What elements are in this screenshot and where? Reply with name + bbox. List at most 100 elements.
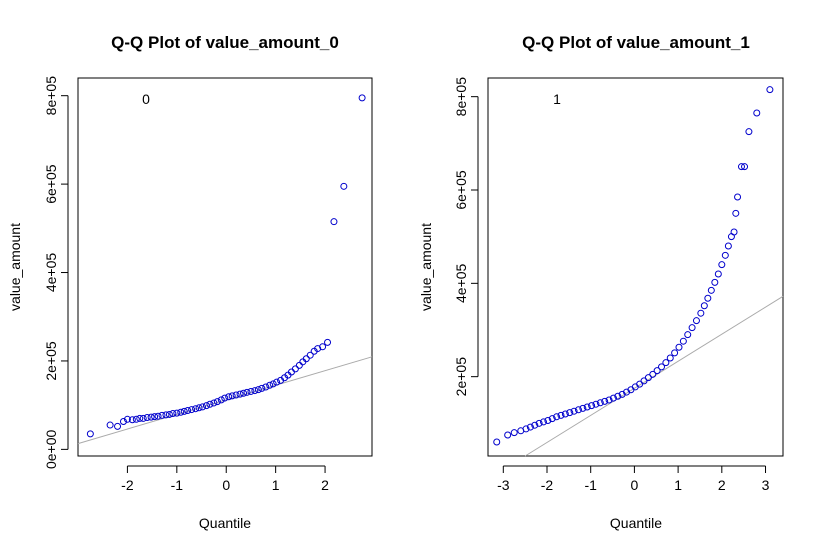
- plot-frame: [77, 77, 373, 457]
- y-axis-label: value_amount: [7, 223, 23, 311]
- qq-point: [666, 354, 674, 362]
- qq-point: [147, 413, 155, 421]
- qq-point: [640, 377, 648, 385]
- qq-point: [649, 370, 657, 378]
- qq-point: [254, 386, 262, 394]
- plot-frame: [487, 77, 784, 457]
- qq-point: [184, 406, 192, 414]
- qq-point: [302, 355, 310, 363]
- qq-point: [199, 403, 207, 411]
- qq-point: [574, 406, 582, 414]
- qq-point: [247, 387, 255, 395]
- y-tick-label: 4e+05: [43, 253, 59, 293]
- qq-point: [692, 317, 700, 325]
- y-axis: 2e+05 4e+05 6e+05 8e+05: [453, 77, 479, 396]
- x-tick-label: -2: [541, 477, 554, 493]
- panel-tag: 0: [142, 91, 150, 107]
- x-tick-label: -2: [121, 477, 134, 493]
- qq-point: [225, 393, 233, 401]
- qq-point: [188, 406, 196, 414]
- qq-point: [330, 218, 338, 226]
- qq-point: [195, 404, 203, 412]
- qq-point: [169, 410, 177, 418]
- y-tick-label: 8e+05: [453, 77, 469, 117]
- qq-point: [679, 337, 687, 345]
- qq-point: [128, 416, 136, 424]
- qq-point: [653, 367, 661, 375]
- qq-point: [154, 412, 162, 420]
- qq-point: [718, 261, 726, 269]
- y-axis: 0e+00 2e+05 4e+05 6e+05 8e+05: [43, 76, 69, 469]
- qq-point: [548, 415, 556, 423]
- x-axis: -2 -1 0 1 2: [121, 465, 329, 493]
- qq-point: [741, 163, 749, 171]
- x-tick-label: 0: [222, 477, 230, 493]
- qq-points: [493, 86, 774, 446]
- qq-point: [540, 418, 548, 426]
- qq-point: [561, 410, 569, 418]
- x-axis: -3 -2 -1 0 1 2 3: [497, 465, 770, 493]
- x-tick-label: 3: [762, 477, 770, 493]
- x-tick-label: 0: [631, 477, 639, 493]
- x-tick-label: 2: [321, 477, 329, 493]
- qq-point: [609, 394, 617, 402]
- qq-point: [340, 182, 348, 190]
- qq-point: [592, 400, 600, 408]
- qq-point: [704, 294, 712, 302]
- y-tick-label: 2e+05: [43, 341, 59, 381]
- qq-point: [553, 413, 561, 421]
- qq-point: [291, 365, 299, 373]
- qq-point: [605, 396, 613, 404]
- qq-point: [531, 421, 539, 429]
- qq-point: [732, 209, 740, 217]
- x-tick-label: 2: [718, 477, 726, 493]
- qq-point: [319, 343, 327, 351]
- qq-point: [119, 418, 127, 426]
- x-tick-label: 1: [674, 477, 682, 493]
- qq-point: [240, 389, 248, 397]
- qq-plot-panel-0: Q-Q Plot of value_amount_0 0 Quantile va…: [7, 33, 373, 531]
- qq-point: [636, 380, 644, 388]
- qq-point: [158, 411, 166, 419]
- qq-point: [714, 270, 722, 278]
- qq-point: [306, 351, 314, 359]
- qq-point: [570, 407, 578, 415]
- x-axis-label: Quantile: [199, 515, 251, 531]
- qq-point: [675, 343, 683, 351]
- qq-point: [217, 396, 225, 404]
- x-axis-label: Quantile: [610, 515, 662, 531]
- qq-point: [213, 398, 221, 406]
- qq-point: [151, 413, 159, 421]
- qq-point: [258, 384, 266, 392]
- qq-point: [358, 94, 366, 102]
- qq-point: [684, 331, 692, 339]
- qq-point: [526, 423, 534, 431]
- x-tick-label: -1: [171, 477, 184, 493]
- qq-point: [697, 309, 705, 317]
- y-tick-label: 8e+05: [43, 76, 59, 116]
- qq-point: [671, 349, 679, 357]
- qq-point: [251, 387, 259, 395]
- chart-title: Q-Q Plot of value_amount_1: [522, 33, 750, 52]
- qq-point: [114, 422, 122, 430]
- qq-point: [688, 324, 696, 332]
- y-tick-label: 6e+05: [453, 170, 469, 210]
- qq-point: [210, 399, 218, 407]
- qq-point: [266, 381, 274, 389]
- y-tick-label: 6e+05: [43, 164, 59, 204]
- qq-point: [721, 251, 729, 259]
- qq-point: [583, 403, 591, 411]
- chart-title: Q-Q Plot of value_amount_0: [111, 33, 339, 52]
- qq-point: [202, 402, 210, 410]
- qq-reference-line: [77, 356, 373, 445]
- qq-point: [143, 414, 151, 422]
- qq-point: [544, 417, 552, 425]
- qq-point: [136, 414, 144, 422]
- qq-point: [165, 410, 173, 418]
- qq-point: [232, 391, 240, 399]
- qq-point: [662, 359, 670, 367]
- qq-point: [139, 414, 147, 422]
- qq-reference-line: [524, 295, 784, 457]
- y-axis-label: value_amount: [418, 223, 434, 311]
- qq-point: [535, 419, 543, 427]
